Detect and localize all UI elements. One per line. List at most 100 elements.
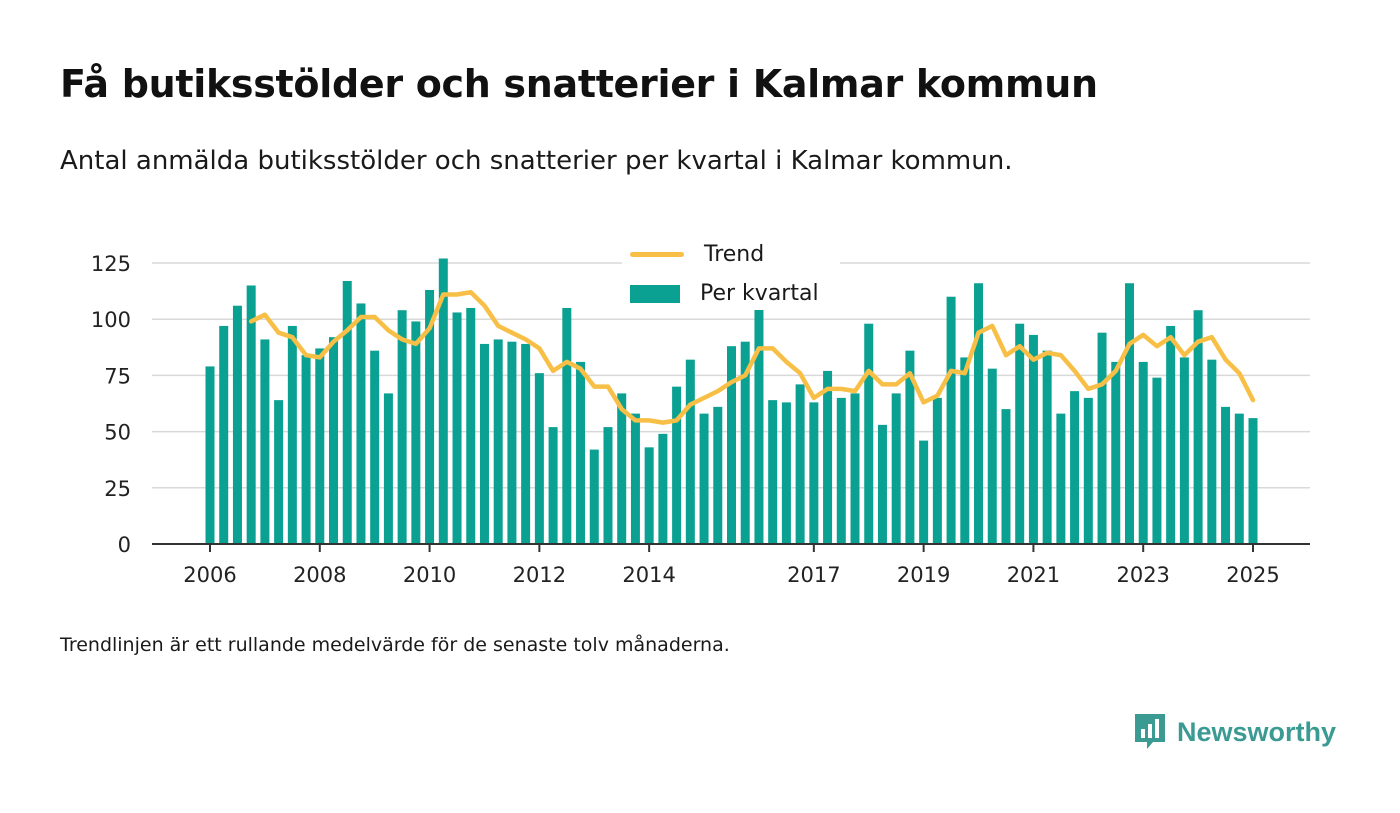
bar	[795, 384, 805, 544]
bar	[946, 296, 956, 544]
bar	[809, 402, 819, 544]
bar	[685, 359, 695, 544]
bar	[699, 413, 709, 544]
y-tick-label: 25	[104, 477, 131, 501]
bar	[1001, 409, 1011, 544]
legend-swatch-trend	[630, 252, 684, 257]
bar	[1138, 361, 1148, 544]
trend-line	[248, 289, 1256, 425]
bar	[356, 303, 366, 544]
bar	[411, 321, 421, 544]
bar	[932, 397, 942, 544]
bar	[864, 323, 874, 544]
bar	[301, 355, 311, 544]
bar	[1028, 334, 1038, 544]
brand[interactable]: Newsworthy	[1133, 712, 1336, 752]
bar	[246, 285, 256, 544]
bar	[479, 343, 489, 544]
bar	[329, 337, 339, 544]
bar	[1124, 283, 1134, 544]
bar	[370, 350, 380, 544]
legend-item-per-kvartal: Per kvartal	[630, 281, 819, 306]
bar	[315, 348, 325, 544]
x-tick-label: 2008	[293, 563, 346, 587]
chart-subtitle: Antal anmälda butiksstölder och snatteri…	[60, 146, 1013, 176]
bar	[974, 283, 984, 544]
legend-item-trend: Trend	[630, 242, 764, 267]
chart-title: Få butiksstölder och snatterier i Kalmar…	[60, 62, 1098, 106]
bar	[1248, 418, 1258, 544]
x-tick-label: 2014	[622, 563, 675, 587]
bar-series	[205, 258, 1258, 544]
bar	[768, 400, 778, 544]
bar	[232, 305, 242, 544]
bar	[219, 325, 229, 544]
bar	[576, 361, 586, 544]
x-tick-label: 2025	[1226, 563, 1279, 587]
bar	[1221, 406, 1231, 544]
bar	[205, 366, 215, 544]
bar	[960, 357, 970, 544]
bar	[1042, 350, 1052, 544]
bar	[658, 433, 668, 544]
bar	[1070, 391, 1080, 544]
bar	[836, 397, 846, 544]
y-tick-label: 0	[118, 533, 131, 557]
y-axis-ticks: 0 25 50 75 100 125	[91, 252, 131, 557]
bar	[521, 343, 531, 544]
bar	[823, 370, 833, 544]
x-tick-label: 2006	[183, 563, 236, 587]
bar	[617, 393, 627, 544]
bar	[919, 440, 929, 544]
x-tick-label: 2019	[897, 563, 950, 587]
bar	[672, 386, 682, 544]
trend-series	[248, 289, 1256, 425]
bar	[383, 393, 393, 544]
bar	[877, 424, 887, 544]
x-tick-label: 2023	[1116, 563, 1169, 587]
x-tick-label: 2010	[403, 563, 456, 587]
bar	[287, 325, 297, 544]
bar	[274, 400, 284, 544]
bar	[1179, 357, 1189, 544]
bar	[1166, 325, 1176, 544]
bar	[548, 427, 558, 544]
bar	[438, 258, 448, 544]
bar	[1056, 413, 1066, 544]
x-axis: 2006 2008 2010 2012 2014 2017 2019 2021 2023 2025	[152, 543, 1310, 587]
bar	[987, 368, 997, 544]
brand-name: Newsworthy	[1177, 716, 1337, 747]
bar	[1152, 377, 1162, 544]
y-tick-label: 125	[91, 252, 131, 276]
legend-label-per-kvartal: Per kvartal	[700, 281, 819, 306]
bar	[1083, 397, 1093, 544]
bar	[589, 449, 599, 544]
bar	[493, 339, 503, 544]
bar	[1193, 310, 1203, 544]
bar	[260, 339, 270, 544]
bar	[630, 413, 640, 544]
bar	[644, 447, 654, 544]
bar	[713, 406, 723, 544]
x-tick-label: 2012	[513, 563, 566, 587]
legend-swatch-per-kvartal	[630, 284, 680, 303]
y-tick-label: 75	[104, 364, 131, 388]
bar	[1234, 413, 1244, 544]
y-tick-label: 50	[104, 421, 131, 445]
bar	[905, 350, 915, 544]
x-tick-label: 2017	[787, 563, 840, 587]
bar	[534, 373, 544, 544]
bar	[425, 289, 435, 544]
y-tick-label: 100	[91, 308, 131, 332]
bar	[891, 393, 901, 544]
bar	[850, 393, 860, 544]
legend-label-trend: Trend	[704, 242, 765, 267]
bar	[740, 341, 750, 544]
bar	[754, 301, 764, 544]
bar	[1097, 332, 1107, 544]
newsworthy-logo-icon	[1135, 714, 1165, 749]
bar	[507, 341, 517, 544]
x-tick-label: 2021	[1007, 563, 1060, 587]
bar	[562, 307, 572, 544]
